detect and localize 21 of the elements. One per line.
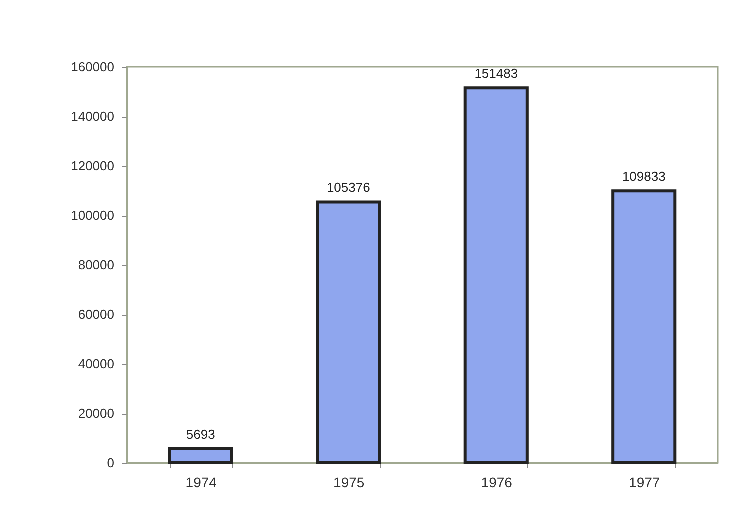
- y-tick-label: 100000: [71, 208, 114, 223]
- x-tick-label: 1975: [334, 474, 365, 490]
- y-tick-label: 60000: [78, 307, 114, 322]
- bar: [168, 447, 234, 464]
- data-label: 105376: [326, 180, 370, 196]
- y-tick-label: 140000: [71, 109, 114, 124]
- data-label: 151483: [474, 66, 518, 82]
- x-tick-label: 1974: [186, 474, 218, 490]
- bar: [464, 86, 529, 464]
- x-tick-label: 1977: [629, 474, 660, 490]
- y-tick-label: 120000: [71, 158, 114, 174]
- y-tick-label: 0: [107, 456, 114, 470]
- y-tick-label: 160000: [71, 60, 114, 74]
- x-tick-label: 1976: [481, 474, 513, 490]
- bar: [316, 200, 382, 464]
- y-tick-label: 20000: [78, 406, 114, 421]
- data-label: 109833: [622, 169, 666, 184]
- y-tick-label: 40000: [78, 356, 114, 372]
- y-tick-label: 80000: [78, 258, 114, 272]
- bar: [612, 190, 677, 464]
- data-label: 5693: [186, 426, 216, 442]
